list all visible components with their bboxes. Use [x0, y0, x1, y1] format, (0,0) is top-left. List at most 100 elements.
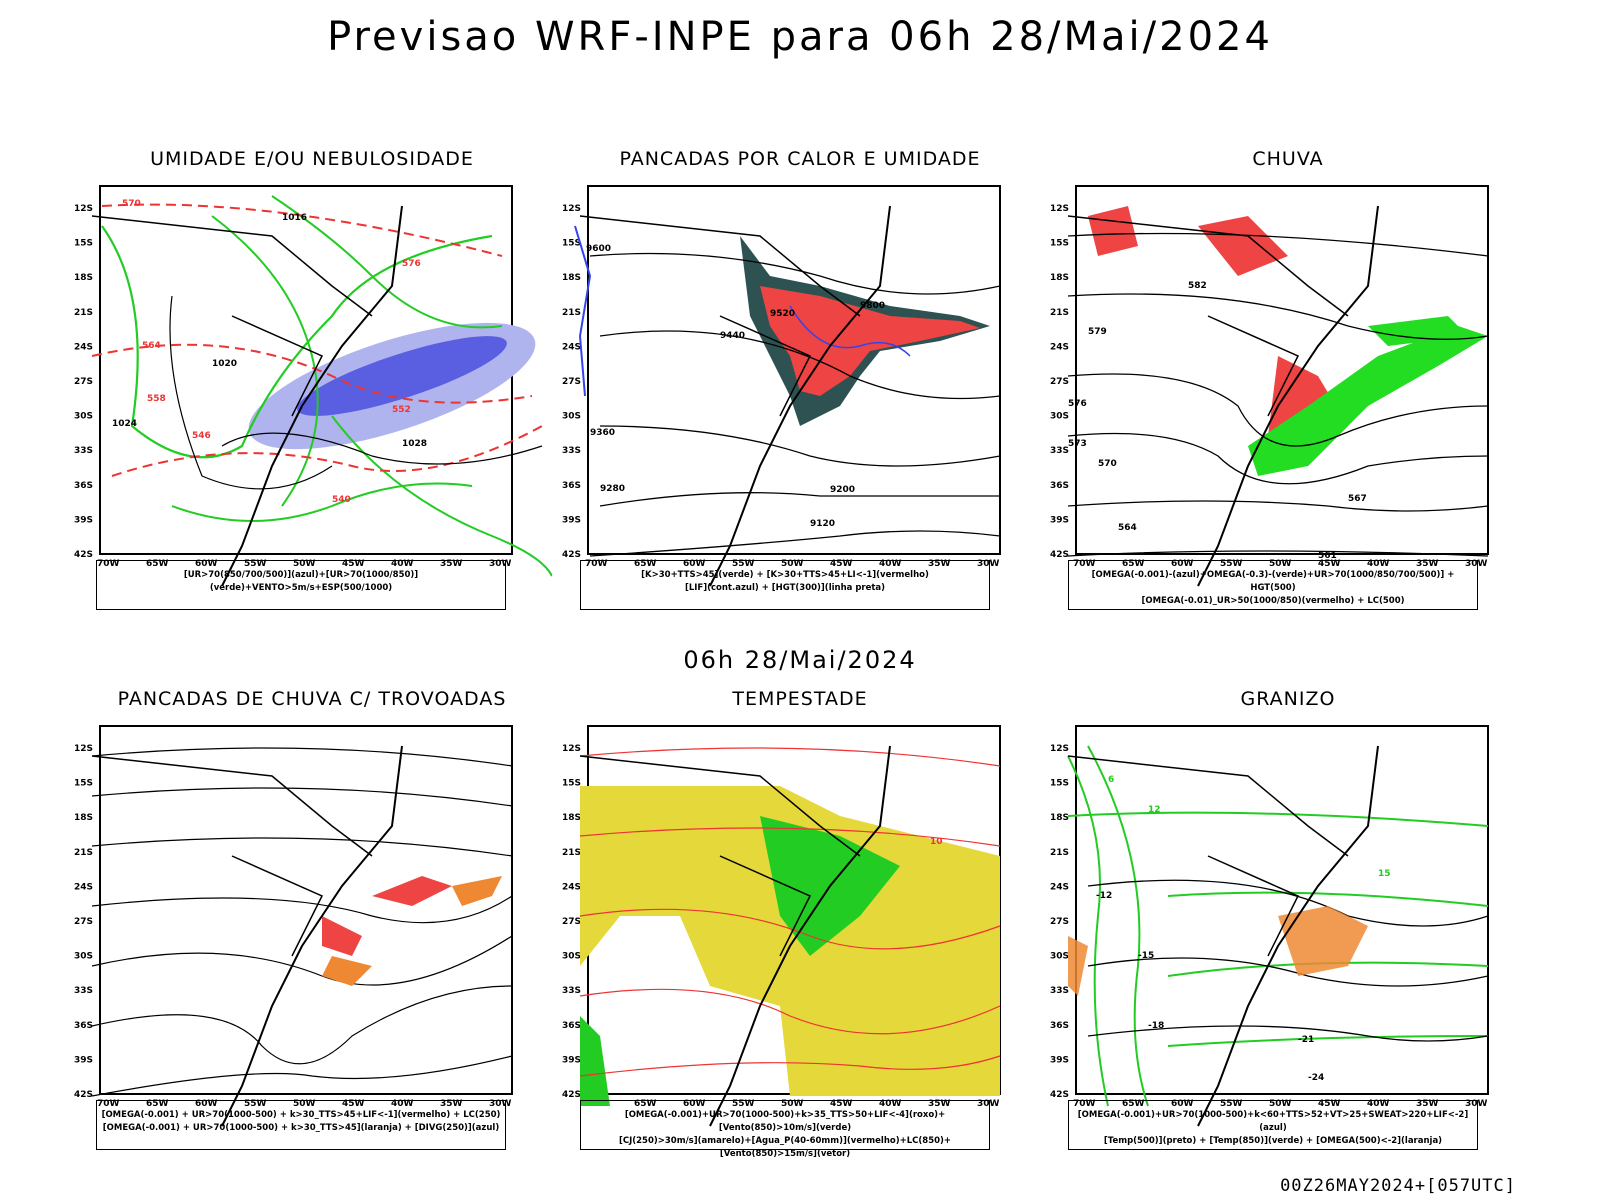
map-frame — [1075, 185, 1489, 555]
lat-tick-label: 24S — [562, 342, 581, 352]
streamline — [91, 837, 513, 857]
lat-tick-label: 21S — [562, 848, 581, 858]
legend-line: [Temp(500)](preto) + [Temp(850)](verde) … — [1103, 1136, 1443, 1146]
lon-tick-label: 70W — [97, 559, 120, 569]
lon-tick-label: 50W — [293, 1099, 316, 1109]
lat-tick-label: 33S — [74, 446, 93, 456]
lon-tick-label: 35W — [440, 1099, 463, 1109]
thunderstorm-area — [322, 876, 452, 956]
lon-tick-label: 40W — [391, 559, 414, 569]
red-dashed-contour — [91, 343, 533, 404]
map-chuva: 70W 65W 60W 55W 50W 45W 40W 35W 30W 12S 15S 18S 21S 2… — [1050, 185, 1489, 587]
lat-tick-label: 24S — [74, 882, 93, 892]
contour-label: 576 — [1068, 399, 1087, 409]
coastline — [221, 745, 403, 1127]
hgt-contour — [599, 425, 1001, 467]
temp850-contour — [1167, 891, 1489, 907]
panel-title: UMIDADE E/OU NEBULOSIDADE — [150, 148, 474, 170]
lat-tick-label: 21S — [562, 308, 581, 318]
lon-tick-label: 60W — [1171, 1099, 1194, 1109]
lat-tick-label: 12S — [74, 744, 93, 754]
lon-tick-label: 55W — [1220, 1099, 1243, 1109]
hgt-contour — [589, 530, 1001, 557]
pressure-isobar — [221, 432, 543, 465]
lat-tick-label: 12S — [1050, 744, 1069, 754]
lat-tick-label: 42S — [1050, 1090, 1069, 1100]
legend-line: [OMEGA(-0.01)_UR>50(1000/850)(vermelho) … — [1141, 596, 1405, 606]
country-border — [579, 215, 861, 417]
country-border — [579, 755, 861, 957]
lat-tick-label: 42S — [1050, 550, 1069, 560]
lat-tick-label: 24S — [74, 342, 93, 352]
lat-tick-label: 27S — [562, 377, 581, 387]
hgt-contour — [1067, 232, 1489, 257]
lat-tick-label: 36S — [562, 481, 581, 491]
streamline — [579, 1055, 1001, 1077]
lat-tick-label: 24S — [562, 882, 581, 892]
lon-tick-label: 50W — [1269, 559, 1292, 569]
lat-tick-label: 30S — [74, 952, 93, 962]
streamline — [91, 1055, 513, 1097]
lon-tick-label: 60W — [1171, 559, 1194, 569]
lat-tick-label: 18S — [74, 813, 93, 823]
lat-tick-label: 39S — [74, 515, 93, 525]
lat-tick-label: 42S — [74, 1090, 93, 1100]
legend-line: [CJ(250)>30m/s](amarelo)+[Agua_P(40-60mm… — [618, 1136, 952, 1159]
lon-tick-label: 30W — [977, 1099, 1000, 1109]
map-granizo: 70W 65W 60W 55W 50W 45W 40W 35W 30W 12S 15S 18S 21S 2… — [1050, 725, 1489, 1127]
lat-tick-label: 27S — [74, 917, 93, 927]
contour-label: -12 — [1096, 891, 1112, 901]
contour-label: 9200 — [830, 485, 855, 495]
lat-tick-label: 39S — [562, 515, 581, 525]
streamline — [91, 747, 513, 767]
country-border — [1067, 215, 1349, 417]
hgt-contour — [1067, 432, 1489, 485]
contour-label: 9280 — [600, 484, 625, 494]
lon-tick-label: 65W — [1122, 1099, 1145, 1109]
lon-tick-label: 65W — [146, 1099, 169, 1109]
lat-tick-label: 12S — [74, 204, 93, 214]
lon-tick-label: 65W — [634, 1099, 657, 1109]
contour-label: 15 — [1378, 869, 1391, 879]
panel-title: PANCADAS POR CALOR E UMIDADE — [619, 148, 981, 170]
legend-line: [OMEGA(-0.001)+UR>70(1000-500)+k<60+TTS>… — [1077, 1110, 1469, 1133]
lon-tick-label: 45W — [1318, 1099, 1341, 1109]
pressure-isobar — [169, 295, 333, 490]
country-border — [91, 215, 373, 417]
omega-area — [1068, 906, 1368, 996]
lat-tick-label: 33S — [562, 446, 581, 456]
contour-label: 540 — [332, 495, 351, 505]
lon-tick-label: 70W — [1073, 1099, 1096, 1109]
lat-tick-label: 42S — [74, 550, 93, 560]
panel-tempestade: TEMPESTADE 70W65W60W55W50W45W40W35W30W12… — [560, 688, 1040, 1168]
lon-tick-label: 50W — [1269, 1099, 1292, 1109]
map-umidade: 70W 65W 60W 55W 50W 45W 40W 35W 30W 12S 15S 18S 21S 2… — [74, 185, 552, 587]
lat-tick-label: 12S — [562, 744, 581, 754]
lat-tick-label: 24S — [1050, 882, 1069, 892]
lon-tick-label: 55W — [732, 559, 755, 569]
country-border — [1067, 755, 1349, 957]
contour-label: 10 — [930, 837, 943, 847]
rain-green-area — [1248, 316, 1488, 476]
lat-tick-label: 21S — [74, 308, 93, 318]
lon-tick-label: 40W — [391, 1099, 414, 1109]
lon-tick-label: 35W — [1416, 1099, 1439, 1109]
contour-label: 570 — [1098, 459, 1117, 469]
lat-tick-label: 30S — [562, 412, 581, 422]
green-contour — [271, 195, 503, 329]
lon-tick-label: 60W — [683, 559, 706, 569]
lat-tick-label: 39S — [562, 1055, 581, 1065]
temp850-contour — [1067, 811, 1489, 827]
lon-tick-label: 65W — [146, 559, 169, 569]
contour-label: 573 — [1068, 439, 1087, 449]
lon-tick-label: 40W — [1367, 559, 1390, 569]
lat-tick-label: 33S — [1050, 446, 1069, 456]
lat-tick-label: 36S — [1050, 481, 1069, 491]
lon-tick-label: 55W — [244, 1099, 267, 1109]
green-contour — [211, 215, 319, 507]
wind-area — [580, 816, 900, 1106]
panel-title: GRANIZO — [1240, 688, 1336, 710]
legend-line: [OMEGA(-0.001)+UR>70(1000-500)+k>35_TTS>… — [624, 1110, 946, 1133]
lat-tick-label: 18S — [562, 273, 581, 283]
contour-label: 558 — [147, 394, 166, 404]
